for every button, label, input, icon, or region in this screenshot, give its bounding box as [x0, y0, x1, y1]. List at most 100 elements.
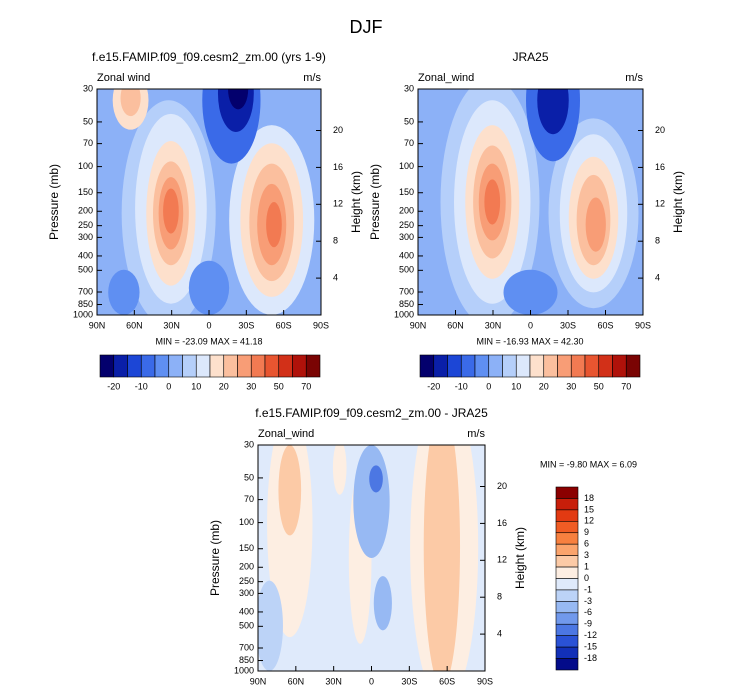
- colorbar-label: 0: [584, 573, 589, 583]
- y-tick-label: 200: [239, 562, 254, 572]
- colorbar-box: [502, 354, 517, 378]
- colorbar-label: -6: [584, 607, 592, 617]
- x-tick-label: 60N: [447, 320, 464, 330]
- colorbar-box: [555, 543, 579, 556]
- colorbar-box: [460, 354, 476, 378]
- x-tick-label: 60S: [439, 676, 455, 686]
- colorbar-label: 30: [246, 381, 256, 391]
- colorbar-label: 12: [584, 516, 594, 526]
- colorbar-label: -20: [107, 381, 120, 391]
- y-tick-label: 70: [83, 138, 93, 148]
- y-tick-label: 400: [399, 250, 414, 260]
- y2-tick-label: 20: [333, 125, 343, 135]
- contour-field: [97, 89, 321, 315]
- colorbar-label: -3: [584, 596, 592, 606]
- y-tick-label: 50: [404, 116, 414, 126]
- y-tick-label: 500: [239, 621, 254, 631]
- y-tick-label: 400: [78, 250, 93, 260]
- colorbar-box: [555, 635, 579, 648]
- y-tick-label: 100: [239, 517, 254, 527]
- y-tick-label: 300: [399, 232, 414, 242]
- colorbar-label: 3: [584, 550, 589, 560]
- colorbar-label: 50: [274, 381, 284, 391]
- x-tick-label: 60S: [276, 320, 292, 330]
- x-tick-label: 90N: [250, 676, 267, 686]
- colorbar-box: [555, 612, 579, 625]
- y-tick-label: 700: [78, 286, 93, 296]
- x-tick-label: 0: [528, 320, 533, 330]
- y-tick-label: 70: [404, 138, 414, 148]
- colorbar-box: [625, 354, 641, 378]
- colorbar-box: [292, 354, 307, 378]
- y-tick-label: 400: [239, 606, 254, 616]
- colorbar-label: -10: [135, 381, 148, 391]
- colorbar-label: 0: [166, 381, 171, 391]
- left-label: Zonal_wind: [418, 72, 474, 84]
- stats: MIN = -9.80 MAX = 6.09: [540, 459, 637, 469]
- colorbar-label: 18: [584, 493, 594, 503]
- colorbar-label: -15: [584, 642, 597, 652]
- colorbar-box: [555, 498, 579, 511]
- contour-fill: [278, 445, 302, 536]
- colorbar-box: [555, 646, 579, 659]
- y-tick-label: 50: [83, 116, 93, 126]
- colorbar-label: 0: [486, 381, 491, 391]
- y-tick-label: 850: [399, 299, 414, 309]
- colorbar-box: [278, 354, 293, 378]
- colorbar-box: [555, 566, 579, 579]
- y-tick-label: 850: [239, 655, 254, 665]
- y-tick-label: 150: [399, 187, 414, 197]
- colorbar-label: 10: [191, 381, 201, 391]
- stats: MIN = -16.93 MAX = 42.30: [476, 336, 583, 346]
- contour-fills: [258, 445, 485, 671]
- colorbar-label: 1: [584, 561, 589, 571]
- contour-fill: [537, 89, 569, 135]
- x-tick-label: 30N: [163, 320, 180, 330]
- contour-fill: [332, 445, 347, 495]
- y2-tick-label: 8: [655, 236, 660, 246]
- colorbar-label: 70: [621, 381, 631, 391]
- panel-title: JRA25: [512, 50, 548, 64]
- colorbar-box: [555, 521, 579, 534]
- colorbar-box: [447, 354, 462, 378]
- y-tick-label: 1000: [394, 309, 414, 319]
- contour-fills: [418, 89, 643, 315]
- contour-fill: [108, 269, 140, 315]
- colorbar-label: 50: [594, 381, 604, 391]
- contour-fill: [423, 445, 461, 671]
- colorbar-box: [264, 354, 280, 378]
- colorbar-label: 6: [584, 539, 589, 549]
- colorbar-box: [140, 354, 156, 378]
- colorbar-box: [555, 555, 579, 568]
- x-tick-label: 30S: [560, 320, 576, 330]
- colorbar-box: [182, 354, 197, 378]
- y2-tick-label: 16: [497, 518, 507, 528]
- colorbar-box: [433, 354, 448, 378]
- contour-fill: [484, 179, 501, 225]
- colorbar-box: [570, 354, 586, 378]
- contour-fill: [228, 89, 249, 110]
- contour-fill: [369, 465, 383, 493]
- contour-fill: [188, 260, 230, 315]
- x-tick-label: 60S: [597, 320, 613, 330]
- y2-tick-label: 4: [497, 628, 502, 638]
- x-tick-label: 30S: [238, 320, 254, 330]
- colorbar-box: [250, 354, 266, 378]
- colorbar-box: [555, 532, 579, 545]
- contour-fill: [267, 445, 313, 638]
- colorbar-label: -12: [584, 630, 597, 640]
- colorbar-box: [598, 354, 613, 378]
- right-label: m/s: [467, 428, 485, 440]
- y2-tick-label: 16: [655, 162, 665, 172]
- colorbar-box: [555, 486, 579, 499]
- x-tick-label: 60N: [288, 676, 305, 686]
- left-label: Zonal wind: [97, 72, 150, 84]
- y-tick-label: 250: [399, 220, 414, 230]
- contour-fill: [353, 445, 390, 558]
- contour-fill: [120, 89, 141, 117]
- colorbar-box: [127, 354, 142, 378]
- y-tick-label: 30: [83, 83, 93, 93]
- y-tick-label: 700: [399, 286, 414, 296]
- colorbar-box: [209, 354, 225, 378]
- x-tick-label: 30N: [485, 320, 502, 330]
